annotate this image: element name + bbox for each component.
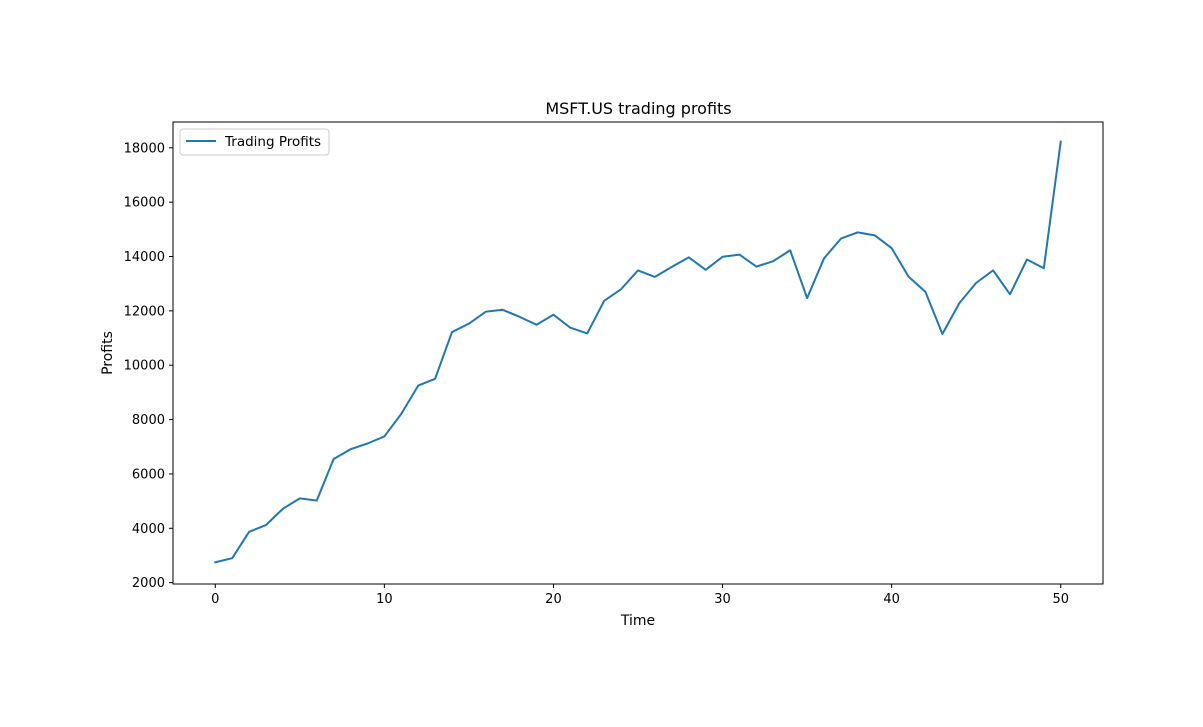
y-tick-label: 12000 [124,304,165,319]
x-tick-label: 10 [376,592,393,607]
y-tick-label: 16000 [124,196,165,211]
x-tick-label: 30 [714,592,731,607]
x-tick-label: 50 [1052,592,1069,607]
x-tick-label: 0 [211,592,219,607]
x-tick-label: 20 [545,592,562,607]
y-axis-title: Profits [100,331,116,375]
legend: Trading Profits [179,128,330,156]
series-line-trading-profits [214,140,1062,564]
chart-title: MSFT.US trading profits [545,99,731,118]
x-axis: 0 10 20 30 40 50 [211,584,1069,607]
legend-label: Trading Profits [224,134,321,150]
y-axis: 2000 4000 6000 8000 10000 12000 14000 16000 1800… [124,141,173,591]
y-tick-label: 2000 [132,576,165,591]
y-tick-label: 4000 [132,522,165,537]
x-tick-label: 40 [883,592,900,607]
y-tick-label: 14000 [124,250,165,265]
series-layer [214,140,1062,564]
x-axis-title: Time [620,613,655,629]
y-tick-label: 8000 [132,413,165,428]
plot-frame [172,121,1104,585]
y-tick-label: 6000 [132,467,165,482]
y-tick-label: 18000 [124,141,165,156]
legend-box [179,128,330,156]
y-tick-label: 10000 [124,359,165,374]
